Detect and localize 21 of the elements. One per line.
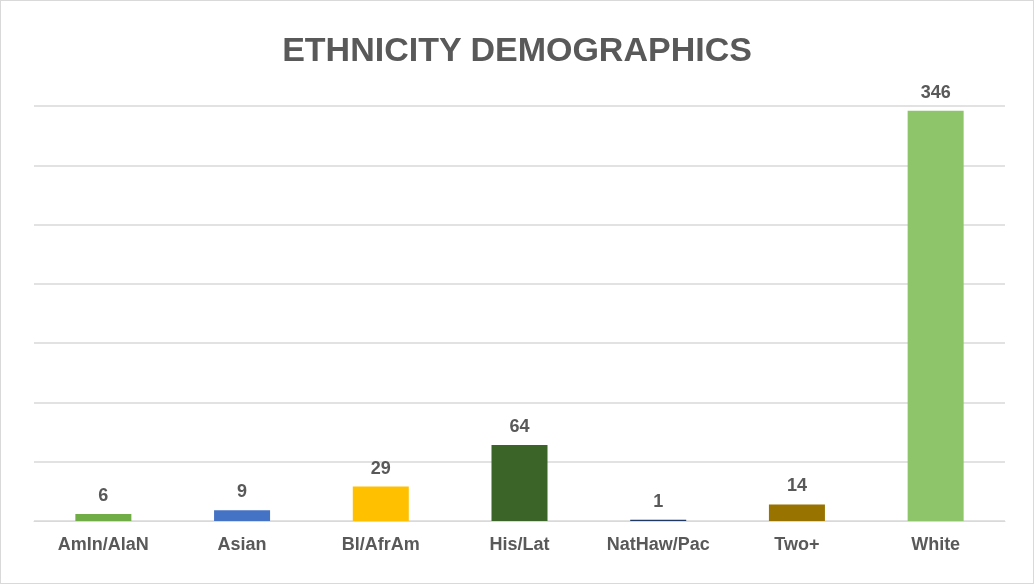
data-label: 29 xyxy=(370,457,391,478)
data-label: 346 xyxy=(920,81,951,102)
data-label: 6 xyxy=(98,484,109,505)
bar xyxy=(214,510,271,521)
bar xyxy=(352,486,409,521)
data-label: 9 xyxy=(237,481,248,502)
bar xyxy=(491,445,548,521)
x-tick-label: White xyxy=(911,534,961,554)
bar xyxy=(75,513,132,521)
x-tick-label: NatHaw/Pac xyxy=(606,534,710,554)
bar xyxy=(907,110,964,521)
x-tick-label: Bl/AfrAm xyxy=(341,534,420,554)
bar xyxy=(768,504,825,521)
x-tick-label: Asian xyxy=(217,534,267,554)
data-label: 1 xyxy=(653,490,664,511)
x-tick-label: AmIn/AlaN xyxy=(57,534,149,554)
x-tick-label: His/Lat xyxy=(489,534,550,554)
chart-title: ETHNICITY DEMOGRAPHICS xyxy=(282,30,752,68)
x-tick-label: Two+ xyxy=(774,534,820,554)
data-label: 14 xyxy=(786,475,807,496)
data-label: 64 xyxy=(509,416,530,437)
